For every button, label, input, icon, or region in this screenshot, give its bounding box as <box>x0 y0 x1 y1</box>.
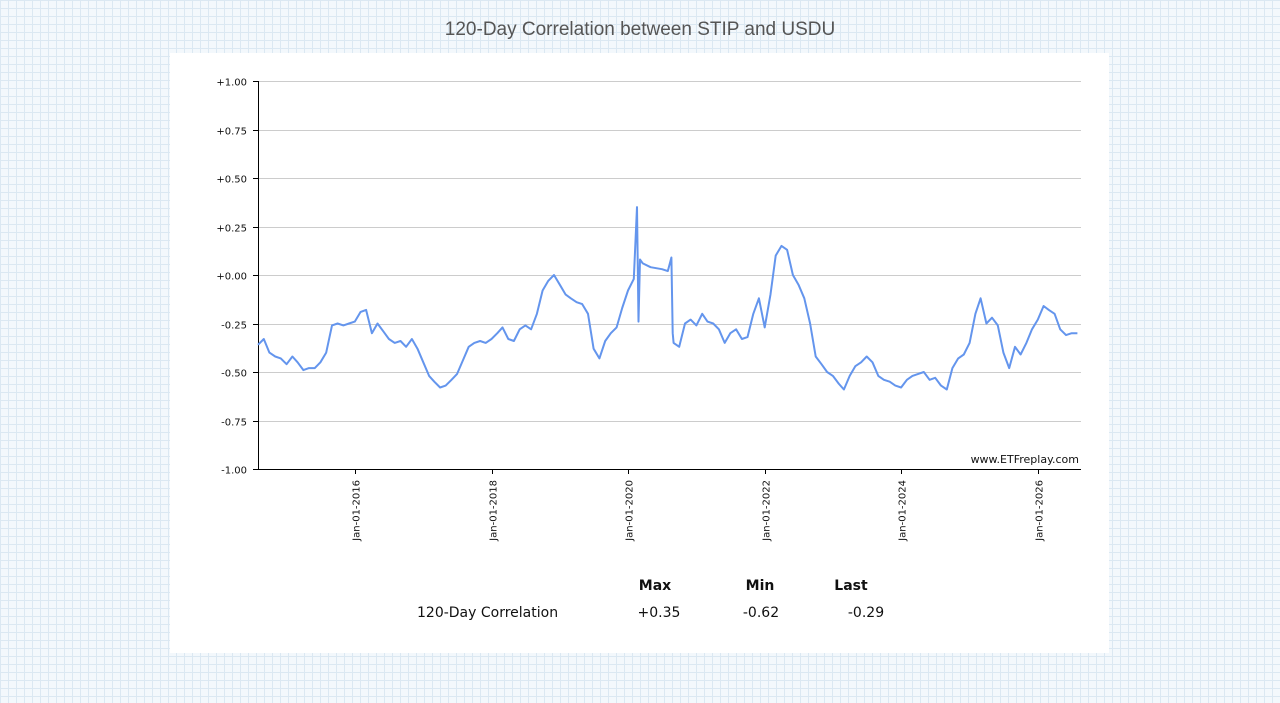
y-tick-label: +0.50 <box>216 175 247 186</box>
y-tick-label: -0.25 <box>221 321 247 332</box>
y-tick-label: -1.00 <box>221 466 247 477</box>
x-tick-label: Jan-01-2024 <box>898 480 909 542</box>
x-tick-label: Jan-01-2026 <box>1035 480 1046 542</box>
stats-table: Max Min Last 120-Day Correlation +0.35 -… <box>170 53 1109 653</box>
x-tick-label: Jan-01-2018 <box>489 480 500 542</box>
x-tick-label: Jan-01-2022 <box>762 480 773 542</box>
grid-lines <box>258 81 1081 422</box>
stats-value-max: +0.35 <box>637 605 681 621</box>
correlation-chart: +1.00 +0.75 +0.50 +0.25 +0.00 -0.25 -0.50 -0.75… <box>216 78 1081 542</box>
stats-header-last: Last <box>834 578 868 594</box>
x-tick-label: Jan-01-2020 <box>625 480 636 542</box>
chart-panel: +1.00 +0.75 +0.50 +0.25 +0.00 -0.25 -0.50 -0.75… <box>170 53 1109 653</box>
stats-value-last: -0.29 <box>847 605 885 621</box>
y-tick-label: +0.25 <box>216 224 247 235</box>
y-axis: +1.00 +0.75 +0.50 +0.25 +0.00 -0.25 -0.50 -0.75… <box>216 78 259 477</box>
stats-row-label: 120-Day Correlation <box>417 605 559 621</box>
watermark: www.ETFreplay.com <box>971 453 1079 466</box>
page-title: 120-Day Correlation between STIP and USD… <box>444 19 836 40</box>
y-tick-label: +1.00 <box>216 78 247 89</box>
y-tick-label: +0.00 <box>216 272 247 283</box>
y-tick-label: +0.75 <box>216 127 247 138</box>
series-line <box>257 206 1078 391</box>
x-axis: Jan-01-2016 Jan-01-2018 Jan-01-2020 Jan-01-… <box>258 469 1081 542</box>
x-tick-label: Jan-01-2016 <box>352 480 363 542</box>
y-tick-label: -0.75 <box>221 418 247 429</box>
series-group <box>257 206 1078 391</box>
stats-header-min: Min <box>745 578 775 594</box>
stats-value-min: -0.62 <box>742 605 780 621</box>
y-tick-label: -0.50 <box>221 369 247 380</box>
stats-header-max: Max <box>638 578 672 594</box>
